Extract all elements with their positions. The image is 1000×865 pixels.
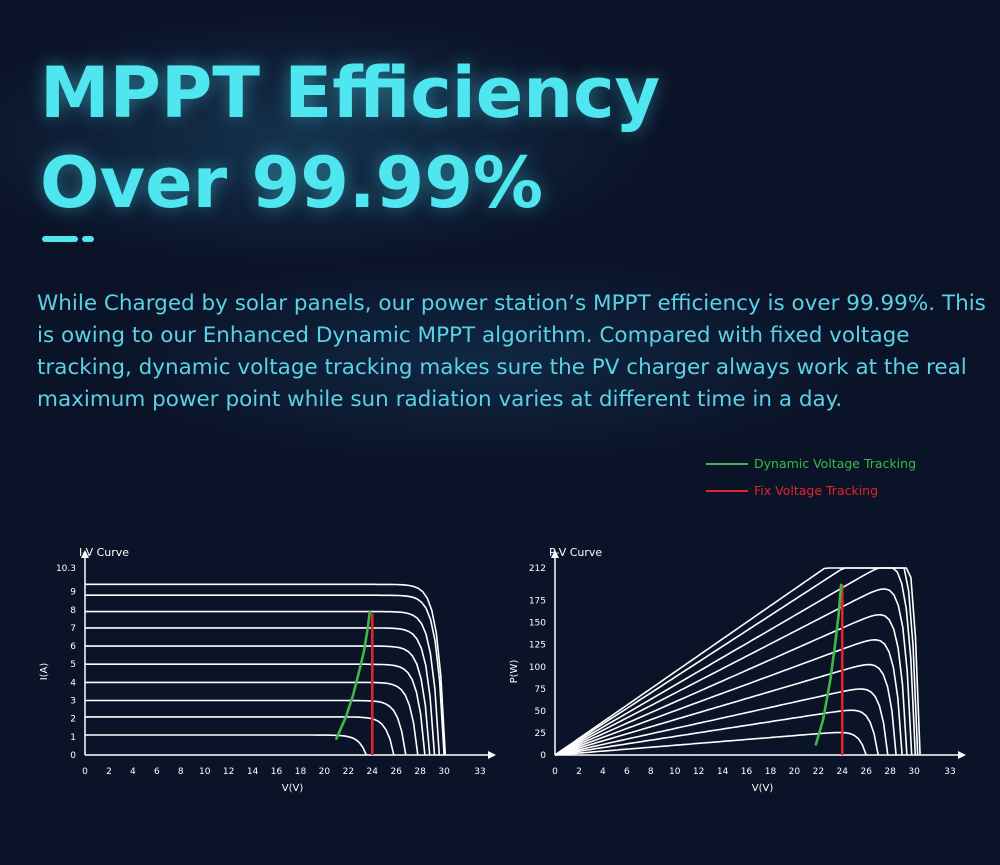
legend-label-dynamic: Dynamic Voltage Tracking — [754, 456, 916, 471]
curve-line — [554, 588, 913, 756]
x-tick-label: 22 — [813, 767, 824, 777]
x-tick-label: 14 — [247, 767, 259, 777]
x-tick-label: 33 — [474, 767, 485, 777]
y-axis-arrow — [81, 550, 89, 558]
title-line-2: Over 99.99% — [40, 142, 544, 224]
x-tick-label: 20 — [319, 767, 331, 777]
y-tick-label: 10.3 — [56, 564, 76, 574]
y-tick-label: 0 — [70, 751, 76, 761]
title-underline — [42, 236, 94, 242]
page-title: MPPT Efficiency Over 99.99% — [40, 48, 660, 228]
y-tick-label: 150 — [529, 619, 546, 629]
x-axis-label: V(V) — [282, 783, 304, 794]
y-tick-label: 4 — [70, 678, 76, 688]
x-tick-label: 12 — [223, 767, 234, 777]
y-tick-label: 9 — [70, 588, 76, 598]
curve-line — [85, 594, 445, 756]
x-tick-label: 24 — [367, 767, 379, 777]
y-tick-label: 1 — [70, 733, 76, 743]
title-line-1: MPPT Efficiency — [40, 52, 661, 134]
curve-line — [85, 663, 426, 756]
y-tick-label: 100 — [529, 663, 546, 673]
x-tick-label: 26 — [390, 767, 402, 777]
curve-line — [554, 613, 908, 756]
y-tick-label: 5 — [70, 660, 76, 670]
legend-swatch-dynamic — [706, 463, 748, 465]
y-tick-label: 75 — [535, 685, 546, 695]
x-tick-label: 24 — [837, 767, 849, 777]
x-tick-label: 14 — [717, 767, 729, 777]
x-tick-label: 28 — [884, 767, 896, 777]
curve-line — [554, 688, 889, 756]
y-axis-label: P(W) — [509, 660, 520, 684]
x-tick-label: 2 — [106, 767, 112, 777]
x-tick-label: 6 — [154, 767, 160, 777]
x-tick-label: 2 — [576, 767, 582, 777]
legend-item-dynamic: Dynamic Voltage Tracking — [706, 454, 966, 474]
y-tick-label: 175 — [529, 597, 546, 607]
x-tick-label: 30 — [908, 767, 920, 777]
dynamic-tracking-line — [814, 583, 843, 746]
x-tick-label: 4 — [130, 767, 136, 777]
curve-line — [85, 734, 368, 756]
x-tick-label: 8 — [178, 767, 184, 777]
x-axis-arrow — [958, 751, 966, 759]
y-tick-label: 50 — [535, 707, 547, 717]
y-tick-label: 0 — [540, 751, 546, 761]
curve-line — [554, 731, 867, 756]
dynamic-tracking-line — [335, 610, 372, 740]
x-tick-label: 6 — [624, 767, 630, 777]
legend-item-fixed: Fix Voltage Tracking — [706, 481, 966, 501]
curve-line — [554, 567, 917, 756]
curve-line — [554, 638, 903, 756]
x-tick-label: 16 — [741, 767, 753, 777]
y-axis-arrow — [551, 550, 559, 558]
curve-line — [85, 627, 436, 756]
y-tick-label: 6 — [70, 642, 76, 652]
x-tick-label: 16 — [271, 767, 283, 777]
legend-label-fixed: Fix Voltage Tracking — [754, 483, 879, 498]
x-tick-label: 10 — [669, 767, 681, 777]
x-tick-label: 18 — [765, 767, 777, 777]
chart-title: I-V Curve — [79, 546, 129, 559]
x-tick-label: 12 — [693, 767, 704, 777]
description-text: While Charged by solar panels, our power… — [37, 291, 986, 412]
y-tick-label: 25 — [535, 729, 546, 739]
x-tick-label: 30 — [438, 767, 450, 777]
x-tick-label: 26 — [860, 767, 872, 777]
x-tick-label: 4 — [600, 767, 606, 777]
x-axis-label: V(V) — [752, 783, 774, 794]
curve-line — [85, 699, 407, 756]
y-tick-label: 3 — [70, 697, 76, 707]
x-tick-label: 20 — [789, 767, 801, 777]
y-tick-label: 2 — [70, 715, 76, 725]
curve-line — [554, 663, 897, 756]
underline-short-segment — [82, 236, 94, 242]
curve-line — [85, 610, 441, 756]
underline-long-segment — [42, 236, 78, 242]
x-tick-label: 0 — [82, 767, 88, 777]
x-tick-label: 10 — [199, 767, 211, 777]
x-tick-label: 8 — [648, 767, 654, 777]
x-axis-arrow — [488, 751, 496, 759]
y-tick-label: 125 — [529, 641, 546, 651]
y-tick-label: 212 — [529, 564, 546, 574]
curve-line — [85, 681, 419, 756]
curve-line — [85, 716, 395, 756]
curve-line — [554, 567, 921, 756]
x-tick-label: 22 — [343, 767, 354, 777]
x-tick-label: 33 — [944, 767, 955, 777]
x-tick-label: 18 — [295, 767, 307, 777]
x-tick-label: 0 — [552, 767, 558, 777]
x-tick-label: 28 — [414, 767, 426, 777]
chart-title: P-V Curve — [549, 546, 602, 559]
curve-line — [85, 583, 447, 756]
y-tick-label: 8 — [70, 606, 76, 616]
y-axis-label: I(A) — [39, 663, 50, 681]
legend-swatch-fixed — [706, 490, 748, 492]
y-tick-label: 7 — [70, 624, 76, 634]
